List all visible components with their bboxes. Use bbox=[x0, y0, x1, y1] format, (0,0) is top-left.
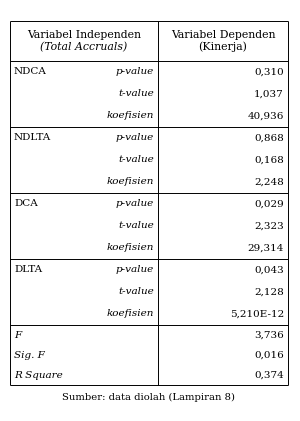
Text: Variabel Independen: Variabel Independen bbox=[27, 30, 141, 40]
Text: 2,248: 2,248 bbox=[254, 178, 284, 187]
Text: 0,016: 0,016 bbox=[254, 351, 284, 360]
Text: 40,936: 40,936 bbox=[248, 112, 284, 120]
Text: NDLTA: NDLTA bbox=[14, 133, 51, 142]
Text: R Square: R Square bbox=[14, 370, 63, 379]
Text: 0,029: 0,029 bbox=[254, 200, 284, 208]
Text: 0,374: 0,374 bbox=[254, 370, 284, 379]
Text: koefisien: koefisien bbox=[106, 178, 154, 187]
Text: Sumber: data diolah (Lampiran 8): Sumber: data diolah (Lampiran 8) bbox=[62, 392, 236, 402]
Text: 0,168: 0,168 bbox=[254, 155, 284, 165]
Text: p-value: p-value bbox=[116, 133, 154, 142]
Text: 29,314: 29,314 bbox=[248, 243, 284, 253]
Text: t-value: t-value bbox=[118, 221, 154, 231]
Text: 3,736: 3,736 bbox=[254, 330, 284, 339]
Text: 0,868: 0,868 bbox=[254, 133, 284, 142]
Text: 0,310: 0,310 bbox=[254, 67, 284, 77]
Text: (Total Accruals): (Total Accruals) bbox=[40, 42, 128, 52]
Text: 1,037: 1,037 bbox=[254, 90, 284, 99]
Text: p-value: p-value bbox=[116, 266, 154, 274]
Text: (Kinerja): (Kinerja) bbox=[199, 42, 248, 52]
Text: 5,210E-12: 5,210E-12 bbox=[230, 309, 284, 319]
Text: Variabel Dependen: Variabel Dependen bbox=[171, 30, 275, 40]
Text: t-value: t-value bbox=[118, 288, 154, 296]
Text: koefisien: koefisien bbox=[106, 309, 154, 319]
Text: 0,043: 0,043 bbox=[254, 266, 284, 274]
Text: koefisien: koefisien bbox=[106, 243, 154, 253]
Text: 2,323: 2,323 bbox=[254, 221, 284, 231]
Text: DCA: DCA bbox=[14, 200, 38, 208]
Text: Sig. F: Sig. F bbox=[14, 351, 45, 360]
Text: t-value: t-value bbox=[118, 155, 154, 165]
Text: p-value: p-value bbox=[116, 67, 154, 77]
Text: NDCA: NDCA bbox=[14, 67, 47, 77]
Text: F: F bbox=[14, 330, 21, 339]
Text: DLTA: DLTA bbox=[14, 266, 42, 274]
Text: t-value: t-value bbox=[118, 90, 154, 99]
Text: 2,128: 2,128 bbox=[254, 288, 284, 296]
Text: koefisien: koefisien bbox=[106, 112, 154, 120]
Text: p-value: p-value bbox=[116, 200, 154, 208]
